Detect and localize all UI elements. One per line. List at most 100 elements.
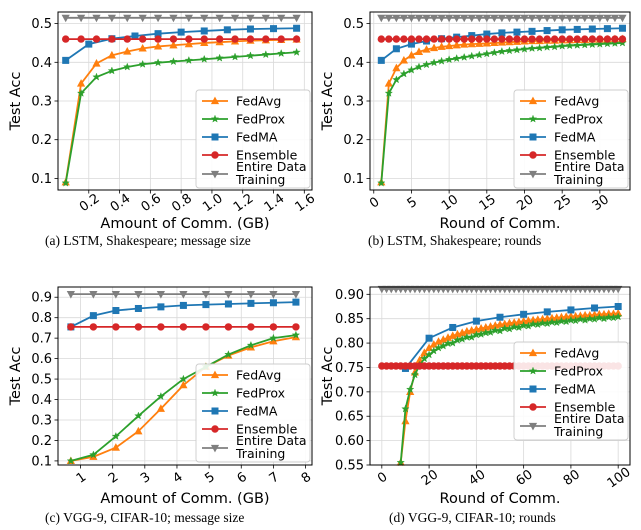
ytick-label-b-3: 0.4 (343, 56, 364, 71)
point-b-entire-27 (580, 14, 589, 23)
legend-marker-d-entire (528, 422, 538, 431)
legend-label-b-fedprox: FedProx (554, 112, 603, 127)
legend-marker-c-fedprox (210, 388, 220, 397)
point-a-entire-9 (200, 14, 209, 23)
series-line-a-fedavg (64, 38, 297, 183)
legend-label-c-fedavg: FedAvg (236, 368, 281, 383)
point-b-entire-31 (610, 14, 620, 23)
point-b-fedma-9 (513, 28, 521, 36)
point-b-fedavg-13 (475, 39, 484, 47)
point-b-fedma-1 (392, 45, 400, 53)
series-c-entire (66, 291, 301, 299)
legend-marker-d-ensemble (529, 403, 537, 411)
point-d-fedprox-9 (439, 341, 448, 350)
ylabel-a: Test Acc (8, 72, 24, 132)
legend-label-c-fedma: FedMA (236, 404, 278, 419)
point-c-ensemble-1 (89, 323, 98, 331)
point-c-fedavg-3 (134, 426, 143, 435)
point-b-fedprox-29 (595, 39, 605, 48)
point-c-fedavg-4 (156, 404, 165, 412)
point-b-ensemble-11 (460, 35, 468, 43)
point-b-entire-24 (558, 14, 567, 23)
point-d-fedprox-28 (528, 319, 538, 328)
point-b-fedprox-6 (422, 60, 431, 69)
xtick-label-d-2: 40 (466, 467, 488, 489)
point-b-ensemble-4 (407, 35, 416, 43)
xtick-label-b-4: 20 (514, 192, 536, 214)
point-d-fedprox-32 (547, 317, 557, 326)
point-b-ensemble-27 (581, 35, 589, 43)
point-b-entire-9 (445, 14, 454, 23)
point-d-entire-50 (614, 285, 623, 294)
legend-label-a-fedprox: FedProx (236, 112, 285, 127)
point-c-ensemble-4 (157, 323, 165, 331)
point-d-fedprox-13 (458, 334, 467, 343)
point-c-fedprox-8 (246, 340, 256, 349)
point-b-entire-18 (512, 14, 522, 23)
point-a-fedma-0 (62, 56, 70, 64)
point-b-fedprox-10 (452, 54, 461, 62)
ytick-label-c-6: 0.7 (31, 332, 52, 347)
point-a-fedma-5 (177, 28, 185, 36)
legend-item-c-fedprox: FedProx (202, 386, 285, 401)
series-d-entire (377, 285, 623, 294)
point-b-fedprox-24 (558, 41, 567, 50)
point-b-ensemble-25 (566, 35, 574, 43)
point-a-ensemble-1 (77, 35, 85, 43)
point-c-fedma-2 (112, 307, 120, 315)
point-b-fedavg-2 (392, 63, 401, 72)
point-b-fedma-15 (603, 25, 611, 33)
legend-label-d-fedavg: FedAvg (554, 346, 599, 361)
series-b-fedprox (377, 38, 627, 187)
point-b-entire-28 (588, 14, 597, 23)
point-c-fedprox-0 (66, 456, 76, 465)
ytick-label-b-4: 0.5 (343, 17, 364, 32)
point-d-fedprox-24 (510, 322, 519, 331)
point-a-entire-4 (123, 14, 132, 23)
point-b-fedprox-12 (467, 51, 476, 60)
point-b-ensemble-12 (468, 35, 476, 43)
point-c-fedma-4 (157, 303, 165, 311)
ytick-label-c-2: 0.3 (31, 413, 52, 428)
caption-b: (b) LSTM, Shakespeare; rounds (368, 233, 542, 248)
point-c-fedma-10 (292, 298, 300, 306)
point-d-fedprox-21 (495, 326, 505, 335)
xtick-label-b-1: 5 (405, 195, 420, 212)
caption-a: (a) LSTM, Shakespeare; message size (45, 233, 251, 248)
legend-item-c-fedma: FedMA (202, 404, 278, 419)
point-b-ensemble-26 (573, 35, 581, 43)
point-c-fedprox-10 (291, 330, 301, 339)
point-c-fedma-6 (202, 301, 210, 309)
point-b-fedprox-17 (505, 46, 514, 55)
point-b-entire-25 (565, 14, 574, 23)
point-b-fedavg-1 (384, 79, 393, 87)
point-d-fedprox-46 (614, 312, 623, 321)
point-d-fedprox-2 (406, 385, 415, 393)
xtick-label-a-1: 0.4 (108, 191, 134, 215)
point-a-ensemble-10 (215, 35, 224, 43)
caption-c: (c) VGG-9, CIFAR-10; message size (45, 510, 245, 525)
ytick-label-a-2: 0.3 (31, 95, 52, 110)
series-a-entire (61, 14, 301, 23)
xlabel-b: Round of Comm. (440, 216, 561, 232)
legend-marker-b-fedprox (528, 114, 538, 123)
series-a-ensemble (61, 35, 301, 43)
legend-label-a-entire-line1: Entire Data (236, 159, 307, 174)
point-c-fedavg-2 (111, 443, 120, 451)
point-d-fedprox-1 (401, 404, 410, 413)
legend-label-b-fedma: FedMA (554, 130, 596, 145)
point-b-fedprox-21 (535, 43, 544, 52)
legend-label-b-fedavg: FedAvg (554, 94, 599, 109)
point-b-ensemble-19 (520, 35, 529, 43)
legend-marker-b-entire (528, 170, 538, 179)
point-b-fedavg-7 (429, 43, 439, 52)
point-d-fedma-7 (567, 306, 575, 314)
xtick-label-a-5: 1.2 (231, 191, 257, 215)
point-a-ensemble-2 (92, 35, 101, 43)
point-c-fedma-8 (247, 299, 255, 307)
point-b-fedprox-8 (437, 56, 446, 65)
ytick-label-d-5: 0.80 (335, 337, 364, 352)
point-b-ensemble-21 (535, 35, 544, 43)
point-b-fedma-13 (573, 25, 581, 33)
